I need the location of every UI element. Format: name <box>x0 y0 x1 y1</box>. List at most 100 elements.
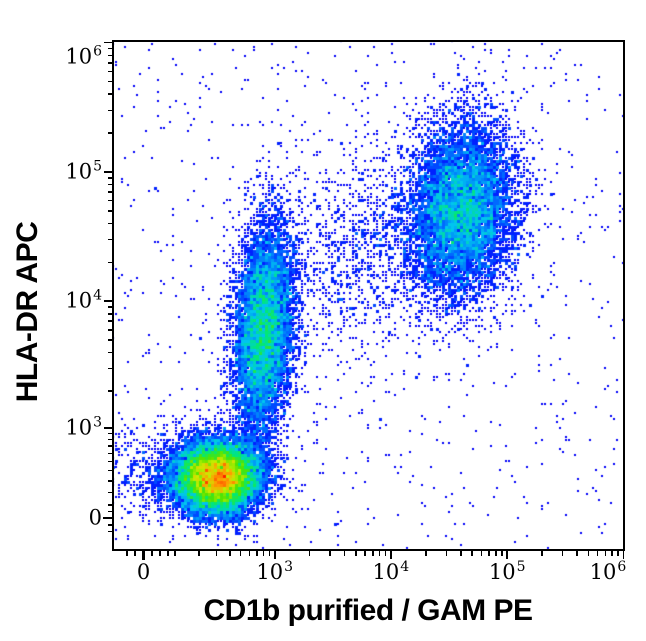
x-axis-minor-tick <box>364 551 366 556</box>
x-axis-minor-tick <box>378 551 381 556</box>
y-axis-minor-tick <box>107 109 112 112</box>
y-axis-major-tick <box>103 516 112 520</box>
x-axis-minor-tick <box>445 551 448 556</box>
x-axis-minor-tick <box>151 551 153 556</box>
x-axis-minor-tick <box>604 551 607 556</box>
tick-exponent: 4 <box>93 287 102 304</box>
x-axis-minor-tick <box>215 551 218 556</box>
y-axis-minor-tick <box>107 329 112 331</box>
x-axis-minor-tick <box>126 551 128 556</box>
x-axis-minor-tick <box>488 551 490 556</box>
y-axis-minor-tick <box>107 93 112 95</box>
y-axis-minor-tick <box>107 238 112 241</box>
x-axis-major-tick <box>622 551 625 559</box>
x-axis-major-tick <box>390 551 392 559</box>
x-axis-major-tick <box>274 551 276 559</box>
y-axis-minor-tick <box>107 313 112 315</box>
y-axis-tick-label: 104 <box>65 287 102 313</box>
y-axis-minor-tick <box>107 70 112 73</box>
y-axis-minor-tick <box>107 438 112 441</box>
x-axis-minor-tick <box>167 551 169 556</box>
x-axis-minor-tick <box>541 551 543 556</box>
tick-exponent: 6 <box>617 559 627 575</box>
y-axis-minor-tick <box>107 261 112 264</box>
y-axis-minor-tick <box>107 367 112 370</box>
y-axis-tick-label: 0 <box>88 505 102 530</box>
y-axis-minor-tick <box>107 460 112 463</box>
x-axis-minor-tick <box>198 551 200 556</box>
y-axis-tick-label: 103 <box>65 414 102 440</box>
x-axis-minor-tick <box>343 551 346 556</box>
x-axis-minor-tick <box>248 551 251 556</box>
y-axis-major-tick <box>104 171 112 173</box>
y-axis-minor-tick <box>107 530 112 533</box>
y-axis-minor-tick <box>107 177 112 179</box>
x-axis-minor-tick <box>425 551 427 556</box>
x-axis-minor-tick <box>561 551 564 556</box>
tick-exponent: 6 <box>93 43 102 60</box>
tick-exponent: 3 <box>93 414 102 431</box>
x-axis-tick-label: 105 <box>488 560 526 584</box>
x-axis-minor-tick <box>134 551 136 556</box>
x-axis-major-tick <box>506 551 508 559</box>
x-axis-tick-label: 103 <box>256 559 294 583</box>
tick-mantissa: 10 <box>372 560 400 584</box>
y-axis-minor-tick <box>107 339 112 341</box>
x-axis-title: CD1b purified / GAM PE <box>203 594 533 627</box>
y-axis-minor-tick <box>107 524 112 526</box>
y-axis-minor-tick <box>107 306 112 308</box>
tick-mantissa: 10 <box>65 288 93 313</box>
y-axis-minor-tick <box>107 132 112 134</box>
y-axis-minor-tick <box>107 199 112 202</box>
tick-mantissa: 10 <box>488 560 516 584</box>
tick-exponent: 5 <box>93 158 102 175</box>
x-axis-minor-tick <box>372 551 374 556</box>
y-axis-minor-tick <box>107 80 112 83</box>
tick-mantissa: 10 <box>589 560 617 584</box>
y-axis-minor-tick <box>107 183 112 186</box>
x-axis-minor-tick <box>256 551 258 556</box>
x-axis-minor-tick <box>471 551 473 556</box>
y-axis-minor-tick <box>107 469 112 472</box>
y-axis-minor-tick <box>107 480 112 482</box>
y-axis-minor-tick <box>107 504 112 506</box>
y-axis-minor-tick <box>107 445 112 447</box>
y-axis-minor-tick <box>107 510 112 513</box>
x-axis-minor-tick <box>611 551 613 556</box>
y-axis-minor-tick <box>107 222 112 225</box>
tick-exponent: 3 <box>284 559 294 575</box>
x-axis-minor-tick <box>308 551 311 556</box>
x-axis-minor-tick <box>174 551 176 556</box>
y-axis-minor-tick <box>107 390 112 392</box>
density-scatter-canvas <box>112 40 625 551</box>
x-axis-minor-tick <box>596 551 599 556</box>
x-axis-minor-tick <box>268 551 271 556</box>
x-axis-minor-tick <box>495 551 497 556</box>
y-axis-tick-label: 106 <box>65 43 102 69</box>
x-axis-tick-label: 104 <box>372 560 409 584</box>
x-axis-minor-tick <box>355 551 357 556</box>
y-axis-major-tick <box>104 41 112 44</box>
tick-mantissa: 10 <box>65 415 93 440</box>
x-axis-minor-tick <box>460 551 462 556</box>
x-axis-minor-tick <box>262 551 265 556</box>
y-axis-minor-tick <box>107 54 112 57</box>
y-axis-minor-tick <box>107 191 112 193</box>
x-axis-major-tick <box>142 551 145 560</box>
x-axis-minor-tick <box>587 551 590 556</box>
x-axis-minor-tick <box>384 551 387 556</box>
x-axis-tick-label: 0 <box>136 560 151 584</box>
tick-mantissa: 10 <box>65 44 93 69</box>
y-axis-minor-tick <box>107 210 112 212</box>
x-axis-minor-tick <box>229 551 231 556</box>
y-axis-major-tick <box>104 300 112 302</box>
tick-mantissa: 10 <box>65 159 93 184</box>
y-axis-minor-tick <box>107 432 112 435</box>
x-axis-minor-tick <box>576 551 578 556</box>
y-axis-minor-tick <box>107 491 112 494</box>
x-axis-tick-label: 106 <box>589 559 627 584</box>
x-axis-minor-tick <box>329 551 331 556</box>
x-axis-minor-tick <box>159 551 161 556</box>
x-axis-minor-tick <box>617 551 619 556</box>
